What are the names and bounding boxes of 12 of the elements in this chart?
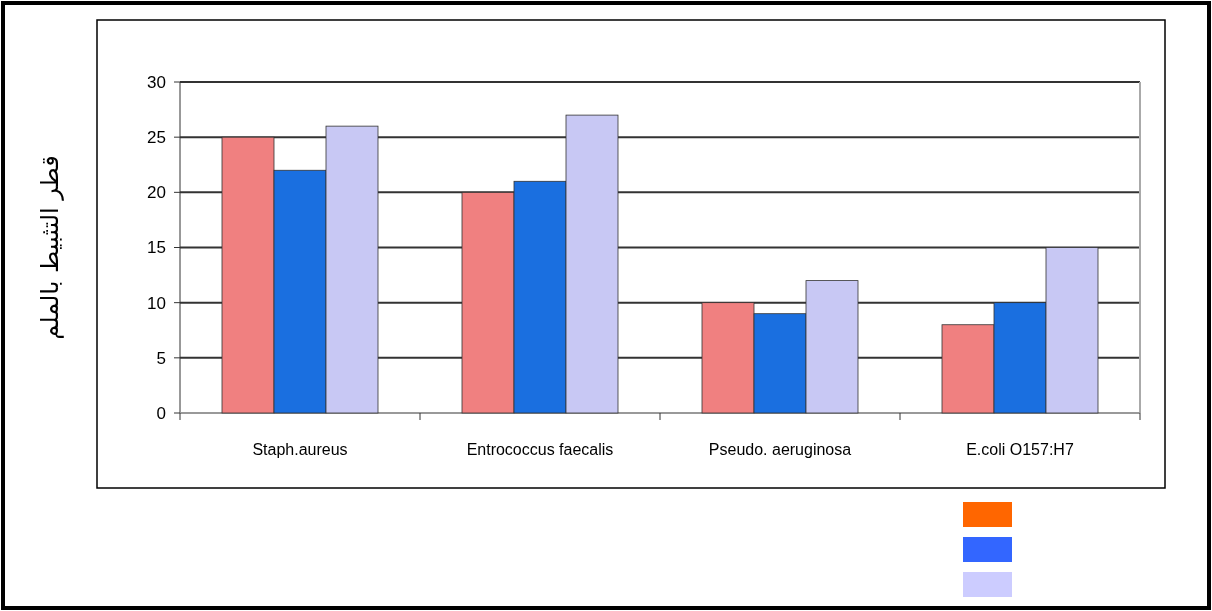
x-tick-label: Entrococcus faecalis	[466, 441, 614, 458]
y-tick-label: 20	[147, 183, 166, 203]
y-tick-label: 30	[147, 72, 166, 92]
y-tick-label: 10	[147, 293, 166, 313]
y-axis-title: قطر التثبيط بالملم	[36, 155, 65, 340]
y-tick-label: 25	[147, 128, 166, 148]
x-tick-label: Pseudo. aeruginosa	[708, 441, 852, 458]
x-tick-label: E.coli O157:H7	[966, 441, 1074, 458]
y-tick-label: 5	[156, 348, 166, 368]
y-tick-label: 15	[147, 238, 166, 258]
x-tick-label: Staph.aureus	[252, 441, 348, 458]
y-tick-label: 0	[156, 403, 166, 423]
